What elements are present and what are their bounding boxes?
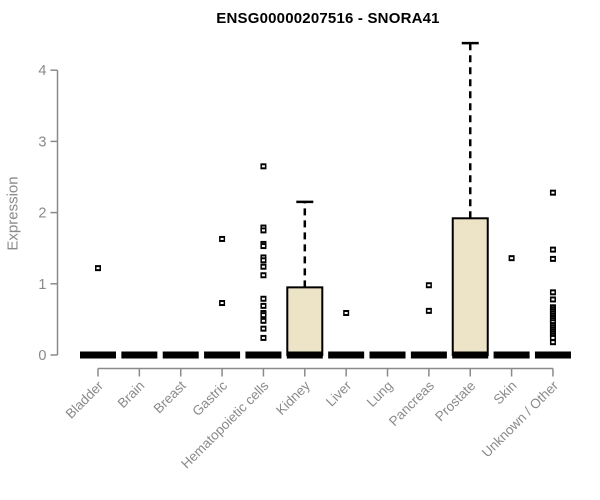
x-category-label: Breast: [151, 378, 189, 416]
x-category-label: Unknown / Other: [479, 378, 562, 461]
outlier-point-center: [261, 319, 265, 322]
chart-title: ENSG00000207516 - SNORA41: [216, 10, 440, 27]
x-category-label: Brain: [115, 378, 148, 411]
x-category-label: Liver: [323, 378, 355, 410]
y-tick-label: 0: [38, 348, 46, 364]
outlier-point-center: [261, 245, 265, 248]
outlier-point-center: [344, 311, 348, 314]
outlier-point-center: [261, 265, 265, 268]
outlier-point-center: [261, 229, 265, 232]
median-bar: [80, 351, 116, 359]
outlier-point-center: [261, 304, 265, 307]
box: [451, 217, 489, 356]
y-tick-label: 2: [38, 206, 46, 222]
median-bar: [410, 351, 447, 359]
x-category-label: Gastric: [189, 378, 230, 419]
outlier-point-center: [261, 327, 265, 330]
x-category-label: Prostate: [432, 378, 478, 424]
median-bar: [534, 351, 571, 359]
outlier-point-center: [551, 336, 555, 339]
outlier-point-center: [427, 309, 431, 312]
median-bar: [245, 351, 282, 359]
outlier-point-center: [551, 257, 555, 260]
x-category-label: Pancreas: [386, 378, 437, 429]
outlier-point-center: [551, 291, 555, 294]
outlier-point-center: [96, 267, 100, 270]
outlier-point-center: [261, 336, 265, 339]
outlier-point-center: [551, 298, 555, 301]
x-category-label: Lung: [364, 378, 396, 410]
median-bar: [493, 351, 530, 359]
outlier-point-center: [220, 237, 224, 240]
median-bar: [369, 351, 406, 359]
outlier-point-center: [261, 259, 265, 262]
outlier-point-center: [220, 302, 224, 305]
x-category-label: Skin: [491, 378, 520, 407]
y-tick-label: 1: [38, 277, 46, 293]
outlier-point-center: [261, 297, 265, 300]
median-bar: [162, 351, 199, 359]
median-bar: [121, 351, 158, 359]
median-bar: [328, 351, 365, 359]
outlier-point-center: [427, 284, 431, 287]
box: [286, 286, 324, 356]
outlier-point-center: [551, 248, 555, 251]
outlier-point-center: [510, 257, 514, 260]
x-category-label: Bladder: [63, 378, 107, 422]
x-category-label: Kidney: [273, 378, 313, 418]
y-tick-label: 4: [38, 63, 46, 79]
outlier-point-center: [551, 341, 555, 344]
median-bar: [286, 351, 323, 359]
outlier-point-center: [551, 191, 555, 194]
outlier-point-center: [261, 165, 265, 168]
median-bar: [204, 351, 241, 359]
median-bar: [452, 351, 489, 359]
y-tick-label: 3: [38, 134, 46, 150]
outlier-point-center: [261, 314, 265, 317]
outlier-point-center: [261, 274, 265, 277]
